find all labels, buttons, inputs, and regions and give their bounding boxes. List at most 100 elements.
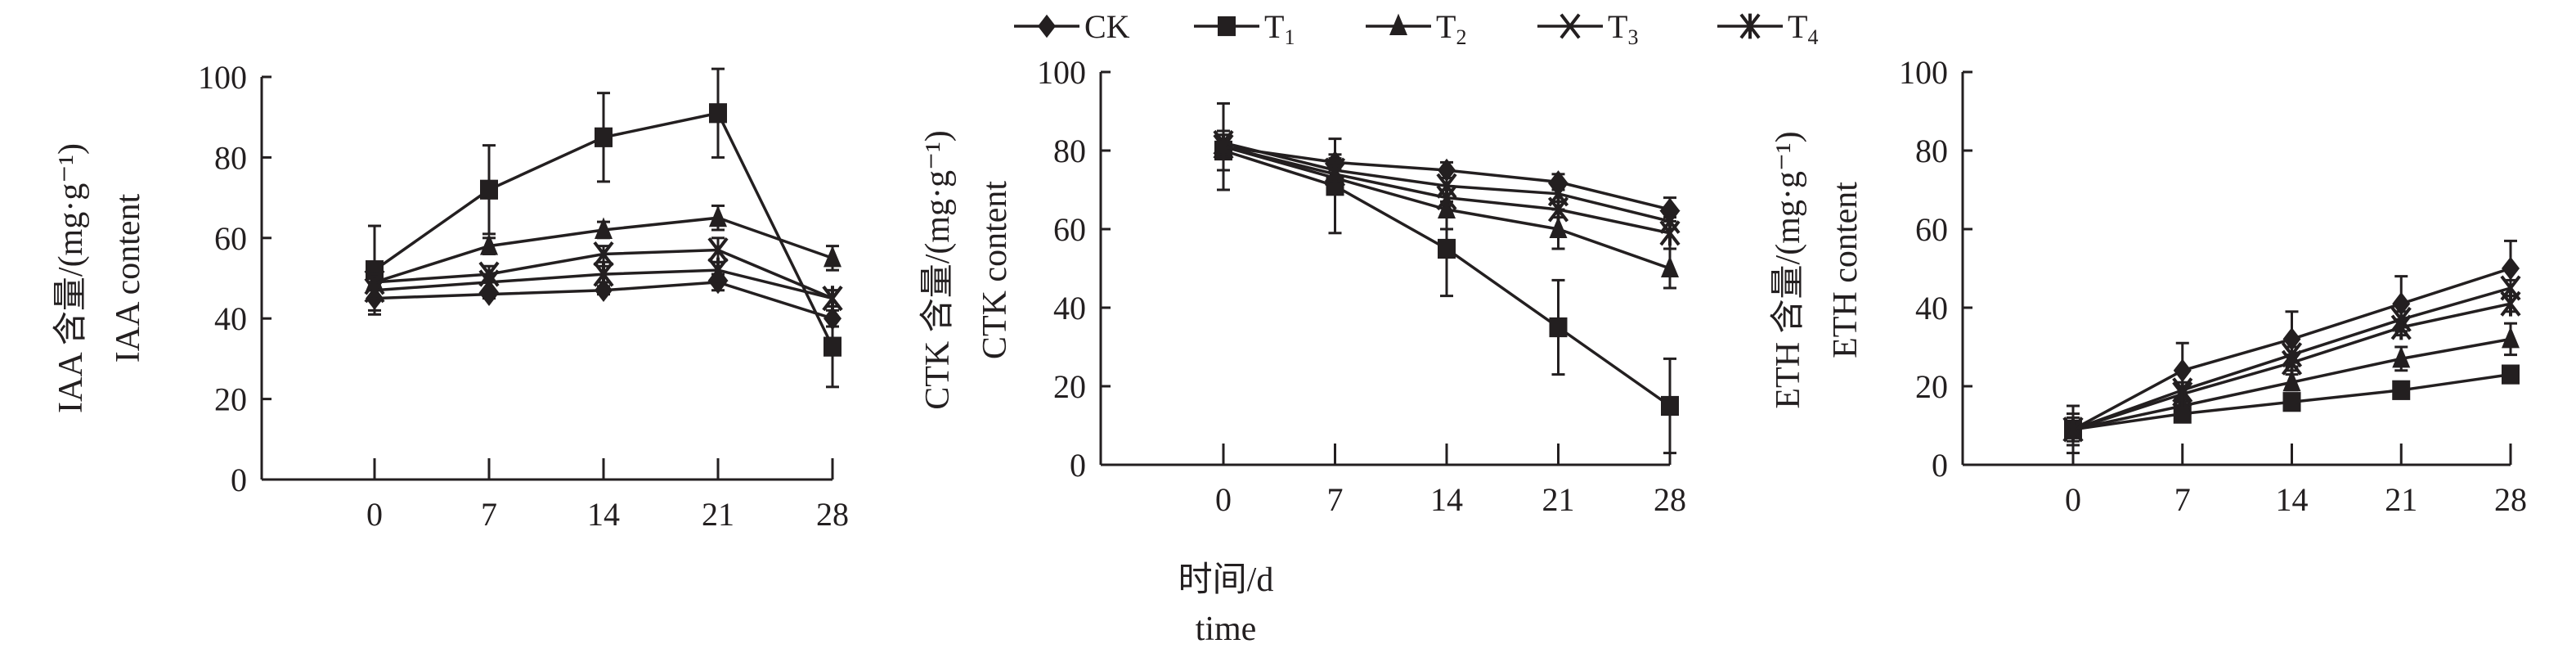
marker-stroke	[1560, 13, 1581, 39]
data-point	[2502, 256, 2520, 281]
series-ck	[2064, 239, 2520, 447]
data-point	[1213, 133, 1234, 160]
data-point	[1324, 161, 1346, 187]
data-point	[2282, 392, 2301, 412]
data-point	[707, 237, 729, 263]
data-point	[709, 103, 727, 124]
panel-ctk: 0 20 40 60 80 100 0 7 14 21 28 CTK 含量/(mg·g⁻¹) CTK c…	[919, 54, 1686, 648]
x-tick-label: 14	[2276, 481, 2309, 518]
y-axis-label-en: IAA content	[110, 193, 147, 363]
data-point	[2390, 314, 2412, 340]
data-point	[593, 241, 614, 267]
y-tick-label: 40	[214, 300, 247, 337]
x-tick-label: 28	[816, 496, 849, 533]
legend-label: T4	[1788, 8, 1818, 49]
data-point	[2392, 380, 2411, 400]
y-tick-label: 40	[1053, 290, 1086, 326]
x-tick-label: 14	[587, 496, 620, 533]
data-point	[1438, 158, 1456, 182]
data-point	[707, 257, 729, 283]
legend-item-t1: T1	[1194, 8, 1295, 49]
series-t4	[2062, 290, 2521, 443]
x-tick-label: 7	[1327, 481, 1344, 518]
y-tick-label: 80	[1915, 133, 1948, 169]
data-point	[1547, 196, 1569, 223]
x-axis-label-cn: 时间/d	[1178, 561, 1274, 599]
marker-stroke	[593, 241, 614, 267]
legend-item-t4: T4	[1717, 8, 1818, 49]
data-point	[1549, 317, 1568, 338]
data-point	[2281, 349, 2303, 376]
y-axis-label-en: CTK content	[976, 181, 1014, 359]
data-point	[2282, 327, 2301, 351]
data-point	[2282, 369, 2301, 392]
data-point	[2173, 358, 2192, 383]
y-axis-label-en: ETH content	[1827, 182, 1865, 358]
legend-label: CK	[1084, 8, 1130, 45]
data-point	[824, 336, 841, 357]
y-tick-label: 40	[1915, 290, 1948, 326]
data-point	[1661, 255, 1679, 277]
data-point	[595, 278, 613, 303]
y-tick-label: 80	[1053, 133, 1086, 169]
data-point	[593, 261, 614, 287]
data-point	[2392, 346, 2411, 368]
y-tick-label: 100	[1037, 54, 1086, 91]
data-point	[2062, 417, 2084, 443]
diamond-icon	[1038, 14, 1056, 38]
data-point	[1549, 216, 1568, 238]
data-point	[2392, 291, 2411, 316]
data-point	[1549, 170, 1568, 194]
y-tick-label: 0	[1932, 447, 1948, 484]
series-t4	[1213, 133, 1681, 250]
legend-label-subscript: 1	[1284, 25, 1295, 49]
square-icon	[1218, 16, 1236, 37]
y-tick-label: 20	[1915, 368, 1948, 405]
y-tick-label: 80	[214, 139, 247, 176]
x-tick-label: 7	[2174, 481, 2191, 518]
legend-item-t2: T2	[1366, 8, 1466, 49]
legend-label: T3	[1608, 8, 1638, 49]
legend-label: T1	[1264, 8, 1295, 49]
data-point	[2500, 290, 2521, 317]
data-point	[595, 217, 613, 239]
data-point	[595, 127, 613, 147]
x-tick-label: 0	[1215, 481, 1232, 518]
legend-label: T2	[1436, 8, 1466, 49]
data-point	[2502, 326, 2520, 349]
asterisk-icon	[1739, 13, 1761, 39]
legend-label-subscript: 2	[1456, 25, 1466, 49]
data-point	[480, 179, 498, 200]
x-tick-label: 14	[1430, 481, 1463, 518]
x-tick-label: 21	[1542, 481, 1575, 518]
data-point	[480, 233, 498, 255]
data-point	[822, 286, 843, 312]
x-tick-label: 0	[2065, 481, 2081, 518]
x-tick-label: 28	[2494, 481, 2527, 518]
y-tick-label: 60	[214, 220, 247, 257]
legend-label-subscript: 4	[1807, 25, 1818, 49]
y-tick-label: 60	[1915, 211, 1948, 248]
data-point	[1661, 395, 1679, 417]
y-tick-label: 60	[1053, 211, 1086, 248]
x-tick-label: 21	[702, 496, 734, 533]
y-axis-label-cn: IAA 含量/(mg·g⁻¹)	[52, 143, 90, 413]
panel-iaa: 0 20 40 60 80 100 0 7 14 21 28 IAA 含量/(mg·g⁻¹) IAA c…	[52, 59, 849, 533]
y-tick-label: 0	[231, 462, 247, 498]
x-tick-label: 0	[366, 496, 383, 533]
data-point	[824, 245, 841, 268]
data-point	[2172, 381, 2193, 408]
y-axis-label-cn: CTK 含量/(mg·g⁻¹)	[919, 130, 957, 410]
y-tick-label: 100	[198, 59, 247, 96]
marker-stroke	[707, 237, 729, 263]
y-tick-label: 0	[1070, 447, 1086, 484]
series-t4	[364, 257, 843, 312]
data-point	[2502, 364, 2520, 385]
x-axis-label-en: time	[1196, 610, 1257, 648]
data-point	[709, 205, 727, 227]
legend: CK T1 T2 T3 T4	[1014, 8, 1818, 49]
y-axis-label-cn: ETH 含量/(mg·g⁻¹)	[1770, 131, 1807, 408]
triangle-icon	[1389, 13, 1407, 35]
legend-label-subscript: 3	[1627, 25, 1638, 49]
